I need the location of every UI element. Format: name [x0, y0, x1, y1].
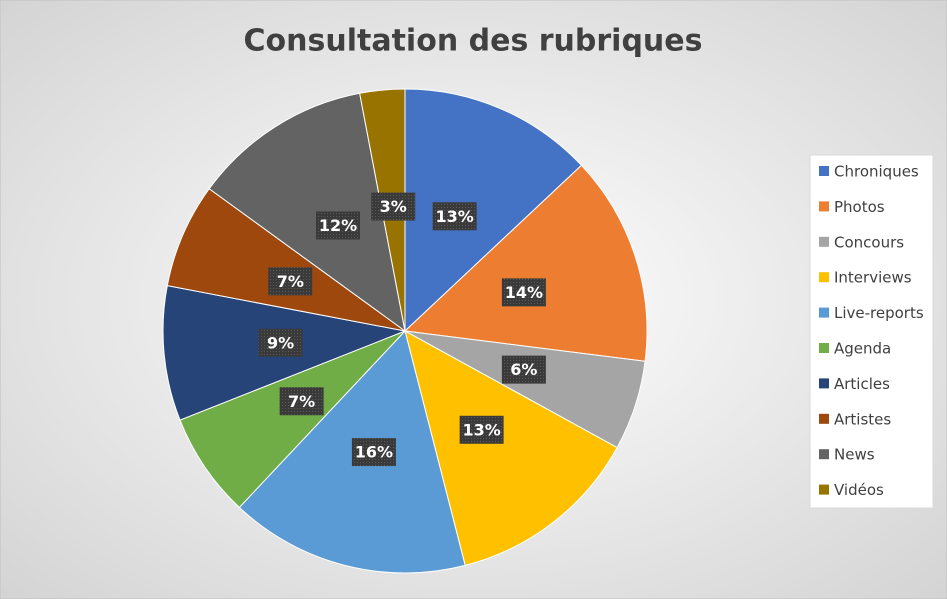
data-label: 3%: [380, 197, 407, 216]
data-label: 13%: [462, 420, 500, 439]
data-label-box: [501, 278, 546, 307]
legend-marker: [819, 201, 829, 212]
data-label: 9%: [267, 333, 294, 352]
data-label: 6%: [510, 360, 537, 379]
data-label-box: [432, 202, 477, 231]
data-label-box: [279, 387, 324, 416]
chart-title: Consultation des rubriques: [244, 24, 703, 59]
pie-slice: [403, 164, 648, 362]
data-label: 13%: [435, 207, 473, 226]
legend-label: Concours: [834, 233, 904, 251]
legend-marker: [819, 236, 829, 247]
legend-marker: [819, 484, 829, 495]
data-label-box: [459, 415, 504, 444]
legend-label: Agenda: [834, 340, 891, 358]
legend-label: Articles: [834, 375, 890, 393]
pie-slice: [404, 330, 618, 567]
legend-label: Interviews: [834, 269, 912, 287]
data-label: 16%: [355, 443, 393, 462]
legend-marker: [819, 449, 829, 460]
data-label: 14%: [505, 283, 543, 302]
legend: [809, 154, 934, 509]
legend-label: Vidéos: [834, 481, 884, 499]
legend-label: Live-reports: [834, 304, 924, 322]
data-label-box: [501, 355, 546, 384]
legend-label: Artistes: [834, 410, 891, 428]
pie-slice: [404, 88, 583, 333]
legend-marker: [819, 166, 829, 176]
pie-slice: [179, 330, 406, 509]
legend-marker: [819, 378, 829, 389]
legend-marker: [819, 343, 829, 353]
data-label-box: [351, 438, 396, 467]
data-label: 7%: [277, 272, 304, 291]
data-label-box: [268, 267, 313, 296]
pie-slice: [208, 92, 406, 333]
data-label: 7%: [288, 392, 315, 411]
legend-marker: [819, 272, 829, 283]
data-label-box: [316, 211, 361, 240]
pie-slice: [166, 188, 406, 332]
data-label: 12%: [319, 216, 357, 235]
legend-label: Photos: [834, 198, 885, 216]
legend-label: News: [834, 446, 875, 464]
legend-marker: [819, 413, 829, 424]
legend-marker: [819, 307, 829, 318]
legend-label: Chroniques: [834, 163, 919, 181]
data-label-box: [371, 192, 416, 221]
data-label-box: [258, 328, 303, 357]
